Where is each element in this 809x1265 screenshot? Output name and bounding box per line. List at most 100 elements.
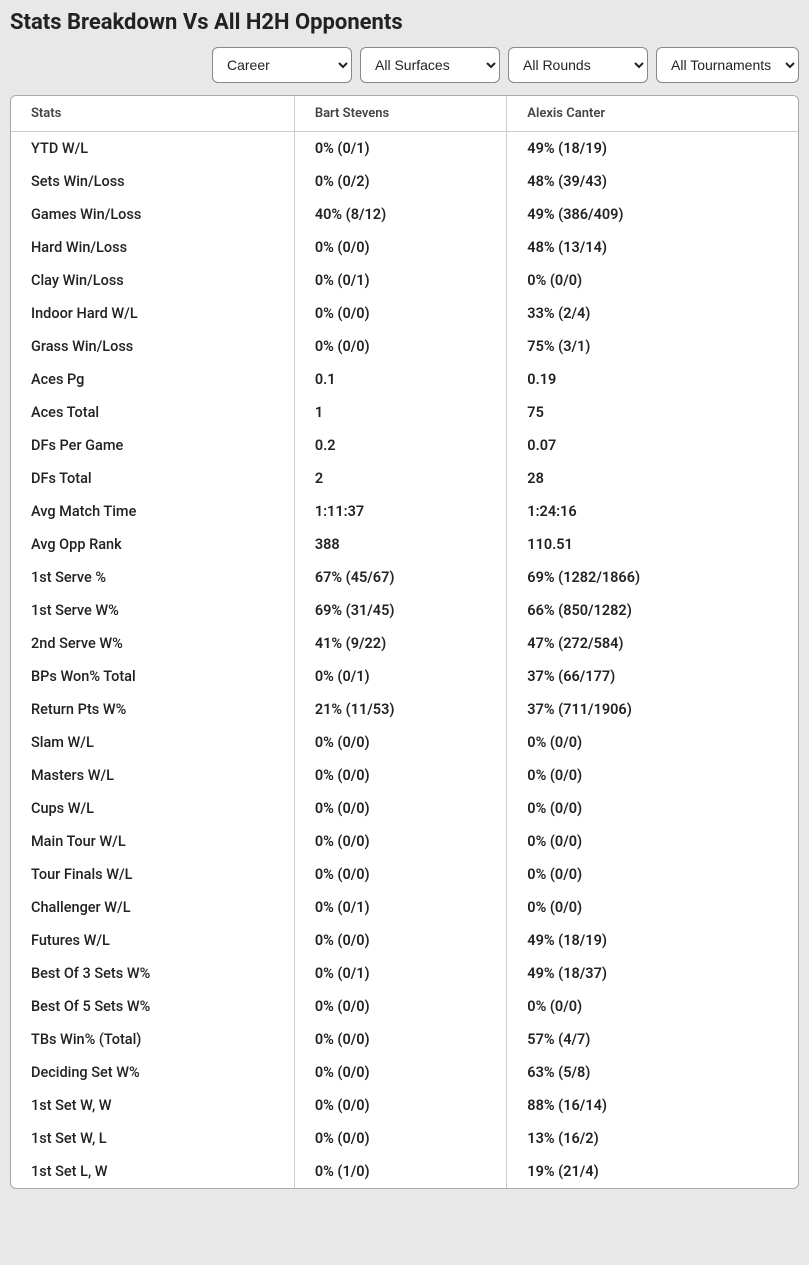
stat-label: Aces Pg xyxy=(11,363,294,396)
stat-value-player2: 37% (66/177) xyxy=(507,660,798,693)
stat-value-player2: 0.19 xyxy=(507,363,798,396)
stat-value-player2: 0% (0/0) xyxy=(507,825,798,858)
stat-value-player1: 1:11:37 xyxy=(294,495,506,528)
stat-label: Main Tour W/L xyxy=(11,825,294,858)
stat-value-player2: 0% (0/0) xyxy=(507,726,798,759)
stat-label: Hard Win/Loss xyxy=(11,231,294,264)
round-select[interactable]: All Rounds xyxy=(508,47,648,83)
stat-value-player1: 67% (45/67) xyxy=(294,561,506,594)
stat-value-player1: 0% (0/0) xyxy=(294,990,506,1023)
table-row: Aces Total175 xyxy=(11,396,798,429)
period-select[interactable]: Career xyxy=(212,47,352,83)
stat-label: Indoor Hard W/L xyxy=(11,297,294,330)
table-row: 1st Set W, L0% (0/0)13% (16/2) xyxy=(11,1122,798,1155)
stat-label: BPs Won% Total xyxy=(11,660,294,693)
stat-value-player1: 0% (0/0) xyxy=(294,231,506,264)
stat-value-player1: 0% (0/0) xyxy=(294,924,506,957)
stat-label: Sets Win/Loss xyxy=(11,165,294,198)
stat-value-player2: 0.07 xyxy=(507,429,798,462)
stat-value-player2: 13% (16/2) xyxy=(507,1122,798,1155)
table-row: TBs Win% (Total)0% (0/0)57% (4/7) xyxy=(11,1023,798,1056)
stat-value-player1: 0% (0/0) xyxy=(294,759,506,792)
stat-value-player1: 0% (0/0) xyxy=(294,1056,506,1089)
stat-value-player1: 0% (0/0) xyxy=(294,726,506,759)
table-row: Clay Win/Loss0% (0/1)0% (0/0) xyxy=(11,264,798,297)
stat-value-player2: 110.51 xyxy=(507,528,798,561)
stat-value-player1: 40% (8/12) xyxy=(294,198,506,231)
table-row: Tour Finals W/L0% (0/0)0% (0/0) xyxy=(11,858,798,891)
stat-value-player2: 33% (2/4) xyxy=(507,297,798,330)
stat-value-player1: 388 xyxy=(294,528,506,561)
stat-label: 1st Set L, W xyxy=(11,1155,294,1188)
tournament-select[interactable]: All Tournaments xyxy=(656,47,799,83)
table-row: Avg Opp Rank388110.51 xyxy=(11,528,798,561)
stat-value-player1: 0% (0/1) xyxy=(294,957,506,990)
stat-value-player2: 0% (0/0) xyxy=(507,990,798,1023)
stat-value-player1: 0% (0/0) xyxy=(294,330,506,363)
stat-value-player1: 41% (9/22) xyxy=(294,627,506,660)
table-row: Aces Pg0.10.19 xyxy=(11,363,798,396)
stat-value-player2: 66% (850/1282) xyxy=(507,594,798,627)
stat-label: Deciding Set W% xyxy=(11,1056,294,1089)
table-row: Return Pts W%21% (11/53)37% (711/1906) xyxy=(11,693,798,726)
table-row: 1st Serve %67% (45/67)69% (1282/1866) xyxy=(11,561,798,594)
table-row: Sets Win/Loss0% (0/2)48% (39/43) xyxy=(11,165,798,198)
stat-value-player2: 0% (0/0) xyxy=(507,792,798,825)
stat-label: Cups W/L xyxy=(11,792,294,825)
column-header-stats: Stats xyxy=(11,96,294,132)
stat-value-player2: 63% (5/8) xyxy=(507,1056,798,1089)
stat-label: Masters W/L xyxy=(11,759,294,792)
stat-label: Best Of 3 Sets W% xyxy=(11,957,294,990)
surface-select[interactable]: All Surfaces xyxy=(360,47,500,83)
table-row: Challenger W/L0% (0/1)0% (0/0) xyxy=(11,891,798,924)
stat-value-player2: 75 xyxy=(507,396,798,429)
stat-value-player2: 49% (18/37) xyxy=(507,957,798,990)
stat-value-player2: 37% (711/1906) xyxy=(507,693,798,726)
stat-label: Avg Match Time xyxy=(11,495,294,528)
table-row: 2nd Serve W%41% (9/22)47% (272/584) xyxy=(11,627,798,660)
stat-value-player1: 0% (0/2) xyxy=(294,165,506,198)
stat-label: 1st Serve % xyxy=(11,561,294,594)
page-title: Stats Breakdown Vs All H2H Opponents xyxy=(10,10,799,35)
stat-value-player2: 1:24:16 xyxy=(507,495,798,528)
stat-value-player2: 49% (18/19) xyxy=(507,132,798,166)
stat-value-player2: 49% (386/409) xyxy=(507,198,798,231)
table-row: Futures W/L0% (0/0)49% (18/19) xyxy=(11,924,798,957)
stat-value-player1: 1 xyxy=(294,396,506,429)
stat-label: Aces Total xyxy=(11,396,294,429)
stat-label: Games Win/Loss xyxy=(11,198,294,231)
stat-label: TBs Win% (Total) xyxy=(11,1023,294,1056)
table-row: YTD W/L0% (0/1)49% (18/19) xyxy=(11,132,798,166)
stat-value-player1: 0% (0/0) xyxy=(294,792,506,825)
table-row: Masters W/L0% (0/0)0% (0/0) xyxy=(11,759,798,792)
stat-label: Avg Opp Rank xyxy=(11,528,294,561)
table-row: Indoor Hard W/L0% (0/0)33% (2/4) xyxy=(11,297,798,330)
stat-value-player1: 0% (0/1) xyxy=(294,132,506,166)
stat-label: DFs Total xyxy=(11,462,294,495)
stat-value-player2: 47% (272/584) xyxy=(507,627,798,660)
table-row: Best Of 5 Sets W%0% (0/0)0% (0/0) xyxy=(11,990,798,1023)
table-row: Games Win/Loss40% (8/12)49% (386/409) xyxy=(11,198,798,231)
stat-label: 1st Set W, L xyxy=(11,1122,294,1155)
stat-value-player1: 2 xyxy=(294,462,506,495)
stat-value-player1: 0% (0/0) xyxy=(294,1023,506,1056)
stat-value-player2: 75% (3/1) xyxy=(507,330,798,363)
table-row: Best Of 3 Sets W%0% (0/1)49% (18/37) xyxy=(11,957,798,990)
stats-table-wrapper: Stats Bart Stevens Alexis Canter YTD W/L… xyxy=(10,95,799,1189)
stat-label: 1st Set W, W xyxy=(11,1089,294,1122)
stat-value-player2: 57% (4/7) xyxy=(507,1023,798,1056)
stat-value-player1: 0% (0/0) xyxy=(294,1122,506,1155)
stat-value-player1: 21% (11/53) xyxy=(294,693,506,726)
table-row: Cups W/L0% (0/0)0% (0/0) xyxy=(11,792,798,825)
table-row: Hard Win/Loss0% (0/0)48% (13/14) xyxy=(11,231,798,264)
stat-value-player1: 0% (1/0) xyxy=(294,1155,506,1188)
stat-value-player2: 0% (0/0) xyxy=(507,858,798,891)
stat-value-player1: 0.1 xyxy=(294,363,506,396)
stat-value-player1: 0% (0/0) xyxy=(294,858,506,891)
table-row: BPs Won% Total0% (0/1)37% (66/177) xyxy=(11,660,798,693)
stat-value-player1: 0.2 xyxy=(294,429,506,462)
table-row: 1st Set L, W0% (1/0)19% (21/4) xyxy=(11,1155,798,1188)
stat-label: YTD W/L xyxy=(11,132,294,166)
stat-label: Best Of 5 Sets W% xyxy=(11,990,294,1023)
stat-label: Challenger W/L xyxy=(11,891,294,924)
